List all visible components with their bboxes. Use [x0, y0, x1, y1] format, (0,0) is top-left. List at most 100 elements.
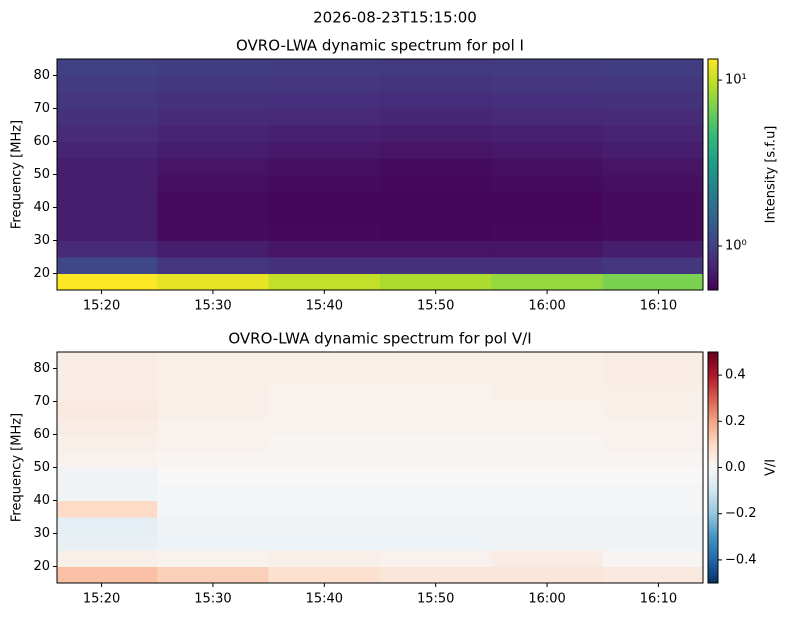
colorbar-step: [708, 552, 718, 556]
colorbar-step: [708, 59, 718, 62]
colorbar-step: [708, 386, 718, 390]
heatmap-cell: [57, 451, 158, 468]
colorbar-step: [708, 160, 718, 164]
colorbar-step: [708, 467, 718, 471]
x-tick-label: 15:50: [417, 592, 454, 607]
x-tick-label: 16:10: [640, 299, 677, 314]
heatmap-cell: [491, 451, 604, 468]
colorbar-step: [708, 266, 718, 270]
colorbar-step: [708, 516, 718, 519]
heatmap-cell: [57, 158, 158, 175]
heatmap-cell: [57, 500, 158, 518]
heatmap-cell: [491, 125, 604, 142]
colorbar-step: [708, 573, 718, 577]
colorbar-step: [708, 199, 718, 203]
heatmap-cell: [602, 385, 703, 402]
heatmap-cell: [491, 500, 604, 518]
colorbar-step: [708, 546, 718, 549]
colorbar-step: [708, 192, 718, 196]
colorbar-step: [708, 354, 718, 358]
colorbar-step: [708, 418, 718, 422]
heatmap-cell: [268, 451, 381, 468]
heatmap-cell: [57, 467, 158, 485]
colorbar-step: [708, 287, 718, 291]
heatmap-cell: [602, 158, 703, 175]
heatmap-cell: [380, 368, 492, 386]
heatmap-cell: [157, 257, 270, 274]
heatmap-cell: [57, 59, 158, 76]
heatmap-cell: [57, 385, 158, 402]
colorbar-step: [708, 137, 718, 141]
heatmap-cell: [157, 92, 270, 109]
colorbar-step: [708, 377, 718, 381]
colorbar-step: [708, 61, 718, 65]
colorbar-tick-label: 0.4: [725, 368, 746, 383]
colorbar-step: [708, 444, 718, 448]
heatmap-cell: [57, 550, 158, 567]
colorbar-step: [708, 566, 718, 570]
colorbar-step: [708, 153, 718, 157]
colorbar-step: [708, 116, 718, 120]
colorbar-step: [708, 421, 718, 425]
colorbar-frame: [707, 58, 719, 291]
colorbar-step: [708, 562, 718, 566]
heatmap-cell: [602, 75, 703, 93]
heatmap-cell: [380, 257, 492, 274]
colorbar-step: [708, 232, 718, 236]
colorbar-step: [708, 469, 718, 473]
heatmap-cell: [268, 500, 381, 518]
colorbar-step: [708, 352, 718, 355]
colorbar-step: [708, 135, 718, 139]
y-tick-label: 50: [33, 167, 50, 182]
heatmap-cell: [268, 207, 381, 225]
heatmap-cell: [57, 368, 158, 386]
colorbar-step: [708, 243, 718, 247]
colorbar-step: [708, 474, 718, 478]
heatmap-cell: [491, 273, 604, 290]
heatmap-cell: [380, 240, 492, 258]
heatmap-cell: [157, 401, 270, 419]
colorbar-step: [708, 169, 718, 173]
colorbar-step: [708, 283, 718, 286]
heatmap-cell: [268, 240, 381, 258]
colorbar-step: [708, 432, 718, 436]
colorbar-step: [708, 569, 718, 572]
heatmap-cell: [491, 484, 604, 501]
x-tick-label: 15:20: [83, 592, 120, 607]
y-tick-label: 40: [33, 493, 50, 508]
heatmap-cell: [602, 533, 703, 551]
colorbar-step: [708, 509, 718, 512]
colorbar-step: [708, 439, 718, 443]
heatmap-cell: [157, 158, 270, 175]
heatmap-cell: [268, 418, 381, 435]
colorbar-step: [708, 375, 718, 378]
colorbar-step: [708, 465, 718, 468]
heatmap-cell: [157, 434, 270, 452]
colorbar-step: [708, 72, 718, 76]
colorbar-step: [708, 105, 718, 109]
heatmap-cell: [491, 224, 604, 241]
colorbar-step: [708, 490, 718, 494]
heatmap-cell: [57, 224, 158, 241]
heatmap-cell: [57, 207, 158, 225]
heatmap-cell: [57, 257, 158, 274]
colorbar-step: [708, 435, 718, 438]
heatmap-cell: [380, 566, 492, 583]
heatmap-cell: [380, 533, 492, 551]
heatmap-cell: [268, 368, 381, 386]
colorbar-step: [708, 130, 718, 134]
colorbar-step: [708, 442, 718, 445]
heatmap-cell: [57, 108, 158, 126]
heatmap-cell: [491, 158, 604, 175]
y-tick-label: 80: [33, 361, 50, 376]
heatmap-cell: [380, 451, 492, 468]
heatmap-cell: [57, 517, 158, 534]
colorbar-step: [708, 520, 718, 524]
colorbar-step: [708, 423, 718, 427]
heatmap-cell: [491, 141, 604, 159]
colorbar-step: [708, 400, 718, 404]
colorbar-step: [708, 460, 718, 464]
heatmap-cell: [380, 484, 492, 501]
colorbar-step: [708, 414, 718, 418]
